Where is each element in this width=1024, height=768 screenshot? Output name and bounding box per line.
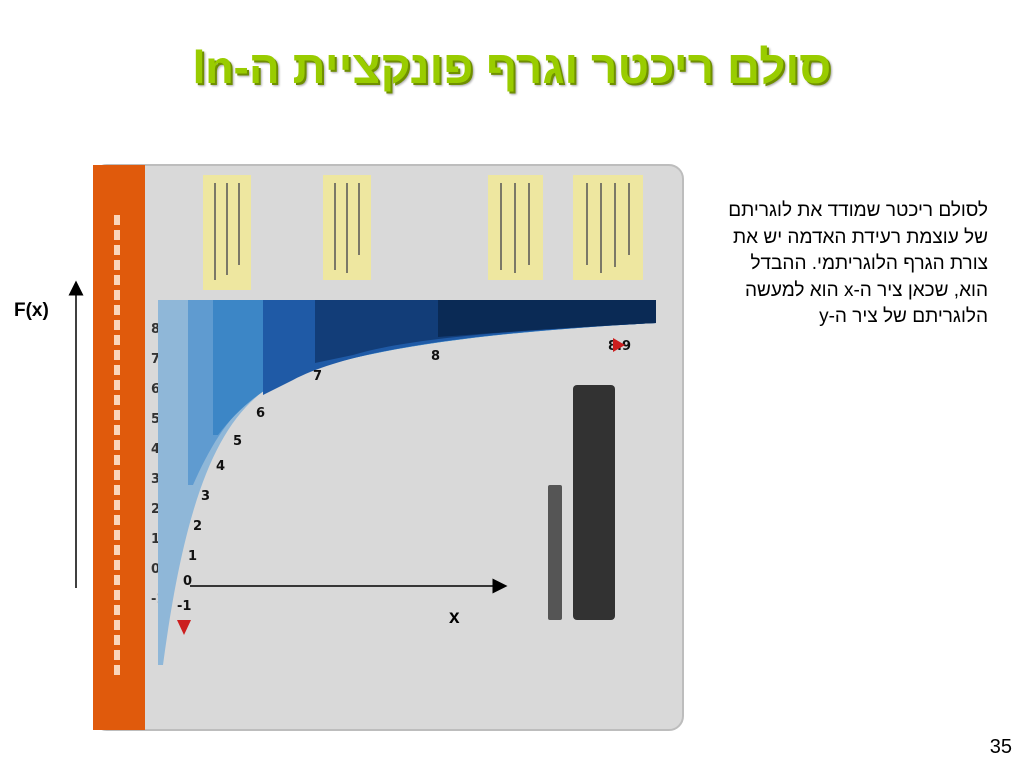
scale-tick: 8 bbox=[151, 322, 160, 337]
richter-scale-figure: 8 7 6 5 4 3 2 1 0 -1 bbox=[93, 155, 688, 735]
scale-tick: 1 bbox=[151, 532, 160, 547]
band-number: 7 bbox=[313, 369, 322, 384]
band-number: 0 bbox=[183, 574, 192, 589]
band-number: 4 bbox=[216, 459, 225, 474]
scale-tick: 5 bbox=[151, 412, 160, 427]
infographic-title-block bbox=[548, 385, 615, 620]
scale-tick: 3 bbox=[151, 472, 160, 487]
scale-tick: 7 bbox=[151, 352, 160, 367]
richter-bands bbox=[158, 300, 656, 665]
page-number: 35 bbox=[989, 736, 1012, 758]
explanation-text: לסולם ריכטר שמודד את לוגריתם של עוצמת רע… bbox=[728, 200, 988, 328]
x-axis-label: x bbox=[449, 607, 460, 628]
scale-tick: 0 bbox=[151, 562, 160, 577]
scale-tick: 2 bbox=[151, 502, 160, 517]
band-navy bbox=[438, 300, 656, 337]
orange-band-text bbox=[114, 215, 120, 675]
richter-scale-image: 8 7 6 5 4 3 2 1 0 -1 bbox=[93, 164, 684, 731]
band-number: 8 bbox=[431, 349, 440, 364]
band-number: 1 bbox=[188, 549, 197, 564]
marker-top bbox=[613, 338, 625, 352]
scale-tick: 4 bbox=[151, 442, 160, 457]
band-number: 3 bbox=[201, 489, 210, 504]
slide-title: סולם ריכטר וגרף פונקציית ה-ln bbox=[192, 41, 832, 93]
note-4 bbox=[573, 175, 643, 280]
band-number: 5 bbox=[233, 434, 242, 449]
y-axis-label: F(x) bbox=[14, 300, 49, 321]
scale-tick: 6 bbox=[151, 382, 160, 397]
yellow-notes bbox=[203, 175, 643, 290]
band-number: -1 bbox=[177, 599, 191, 614]
band-number: 2 bbox=[193, 519, 202, 534]
marker-bottom bbox=[177, 620, 191, 635]
band-number: 6 bbox=[256, 406, 265, 421]
